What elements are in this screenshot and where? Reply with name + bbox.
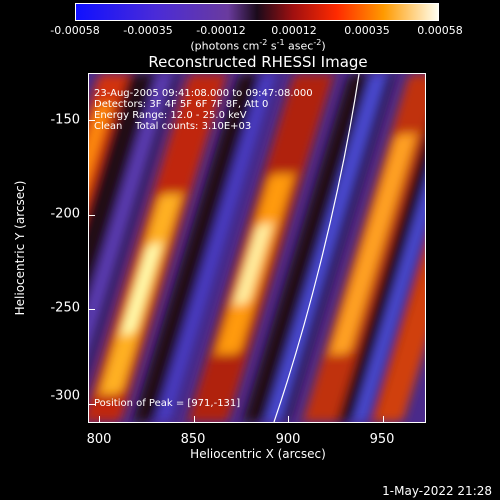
plot-title: Reconstructed RHESSI Image <box>148 53 368 71</box>
energy-range-text: Energy Range: 12.0 - 25.0 keV <box>94 110 247 121</box>
x-tick-label: 800 <box>86 432 112 447</box>
colorbar-tick-label: -0.00058 <box>50 24 100 37</box>
rhessi-image <box>88 73 426 423</box>
clean-counts-text: Clean Total counts: 3.10E+03 <box>94 121 252 132</box>
timestamp: 1-May-2022 21:28 <box>382 484 492 498</box>
colorbar-tick-label: 0.00035 <box>344 24 390 37</box>
y-tick-label: -200 <box>50 206 80 222</box>
colorbar-units: (photons cm-2 s-1 asec-2) <box>190 38 326 53</box>
y-axis-label: Heliocentric Y (arcsec) <box>13 180 27 316</box>
colorbar-tick-label: 0.00058 <box>417 24 463 37</box>
y-tick-label: -250 <box>50 300 80 316</box>
peak-position-text: Position of Peak = [971,-131] <box>94 398 241 409</box>
time-range-text: 23-Aug-2005 09:41:08.000 to 09:47:08.000 <box>94 88 313 99</box>
colorbar-tick-label: -0.00012 <box>196 24 246 37</box>
x-tick-label: 900 <box>275 432 301 447</box>
colorbar-tick-label: 0.00012 <box>271 24 317 37</box>
colorbar <box>75 3 439 21</box>
x-tick-label: 950 <box>369 432 395 447</box>
y-tick-label: -300 <box>50 388 80 404</box>
y-tick-label: -150 <box>50 112 80 128</box>
x-axis-label: Heliocentric X (arcsec) <box>190 447 326 461</box>
rhessi-image-map <box>89 74 425 422</box>
colorbar-tick-label: -0.00035 <box>123 24 173 37</box>
detectors-text: Detectors: 3F 4F 5F 6F 7F 8F, Att 0 <box>94 99 269 110</box>
x-tick-label: 850 <box>180 432 206 447</box>
